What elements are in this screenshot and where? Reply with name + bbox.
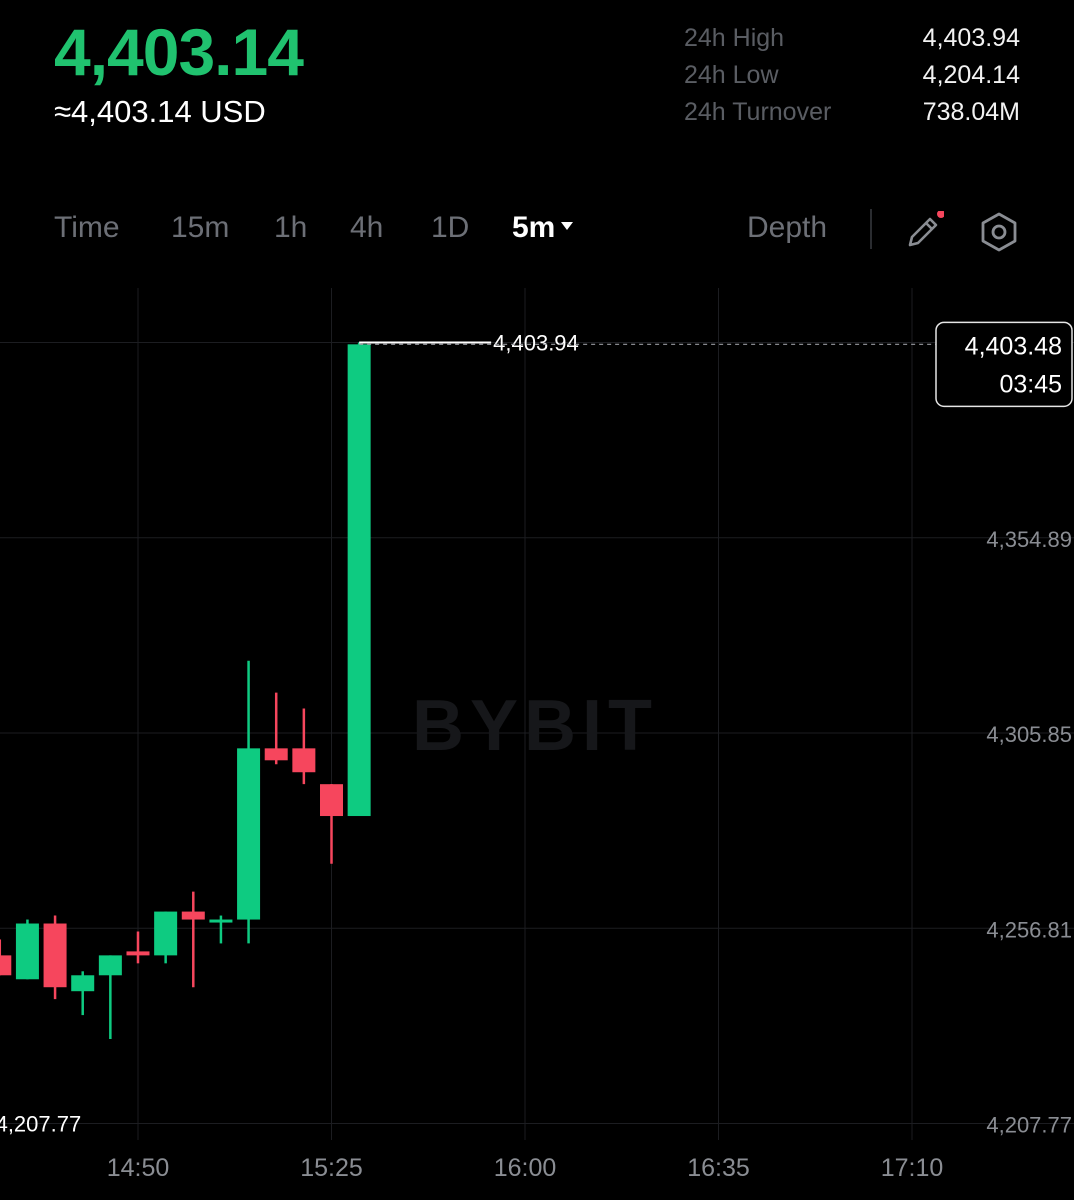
candle-body [126,951,150,956]
candle-body [292,748,316,773]
candlestick-chart[interactable]: BYBIT 4,403.94 4,207.77 4,403.48 03:45 4,35… [0,280,1074,1200]
chart-grid [0,288,1074,1140]
candle [15,919,39,980]
x-tick-label: 14:50 [107,1154,170,1182]
tab-depth[interactable]: Depth [747,211,828,244]
pencil-icon[interactable] [904,211,944,251]
x-tick-label: 15:25 [300,1154,363,1182]
candle [43,915,67,1000]
settings-hexagon-icon[interactable] [978,210,1020,254]
candle-body [15,923,39,980]
last-price-box-price: 4,403.48 [965,332,1062,360]
candle [71,971,95,1016]
last-price-box: 4,403.48 03:45 [935,321,1073,408]
y-tick-label: 4,354.89 [986,527,1072,552]
y-tick-label: 4,305.85 [986,722,1072,747]
candle [181,891,205,988]
candle [264,692,288,765]
y-axis: 4,354.89 4,305.85 4,256.81 4,207.77 [986,527,1072,1138]
x-tick-label: 17:10 [881,1154,944,1182]
stat-value: 4,403.94 [922,24,1020,52]
caret-down-icon [561,222,574,231]
candle-body [0,955,12,976]
candle [154,911,178,964]
tab-time[interactable]: Time [54,211,120,244]
stat-24h-high: 24h High 4,403.94 [684,20,1020,57]
candle-body [209,919,233,923]
stat-label: 24h Low [684,61,779,89]
candles [0,342,371,1039]
x-tick-label: 16:00 [494,1154,557,1182]
candle-body [237,748,261,920]
candle-body [264,748,288,761]
stat-value: 4,204.14 [922,61,1020,89]
y-tick-label: 4,256.81 [986,917,1072,942]
tab-4h[interactable]: 4h [350,211,384,244]
y-tick-label: 4,207.77 [986,1113,1072,1138]
candle-body [181,911,205,920]
candle [0,939,12,976]
x-axis: 14:50 15:25 16:00 16:35 17:10 [107,1154,944,1182]
last-price: 4,403.14 [54,15,304,89]
tab-1h[interactable]: 1h [274,211,308,244]
stats-panel: 24h High 4,403.94 24h Low 4,204.14 24h T… [684,20,1020,131]
stat-value: 738.04M [922,98,1020,126]
stat-24h-low: 24h Low 4,204.14 [684,57,1020,94]
candle-body [320,784,343,817]
tab-1d[interactable]: 1D [431,211,470,244]
chart-toolbar: Time 15m 1h 4h 1D 5m Depth [0,205,1074,255]
toolbar-divider [870,209,872,249]
high-marker-label: 4,403.94 [493,331,579,356]
candle [98,955,122,1039]
candle [347,342,371,817]
candle-body [154,911,178,956]
low-marker-label: 4,207.77 [0,1112,81,1137]
usd-equivalent: ≈4,403.14 USD [54,94,266,129]
notification-dot [937,211,944,218]
candle-body [43,923,67,988]
candle-body [71,975,95,992]
tab-15m[interactable]: 15m [171,211,230,244]
candle [126,931,150,964]
candle [320,784,343,864]
active-interval-label: 5m [512,211,556,244]
tab-interval-dropdown[interactable]: 5m [512,211,574,245]
candle [292,708,316,785]
last-price-box-frame [935,321,1073,408]
stat-label: 24h Turnover [684,98,832,126]
stat-label: 24h High [684,24,785,52]
chart-overlays: 4,403.94 4,207.77 4,403.48 03:45 [0,321,1073,1137]
x-tick-label: 16:35 [687,1154,750,1182]
watermark-logo: BYBIT [412,686,658,766]
candle-body [347,344,371,817]
candle [237,660,261,944]
candle-body [98,955,122,976]
last-price-box-countdown: 03:45 [999,370,1062,398]
candle [209,915,233,944]
stat-24h-turnover: 24h Turnover 738.04M [684,94,1020,131]
